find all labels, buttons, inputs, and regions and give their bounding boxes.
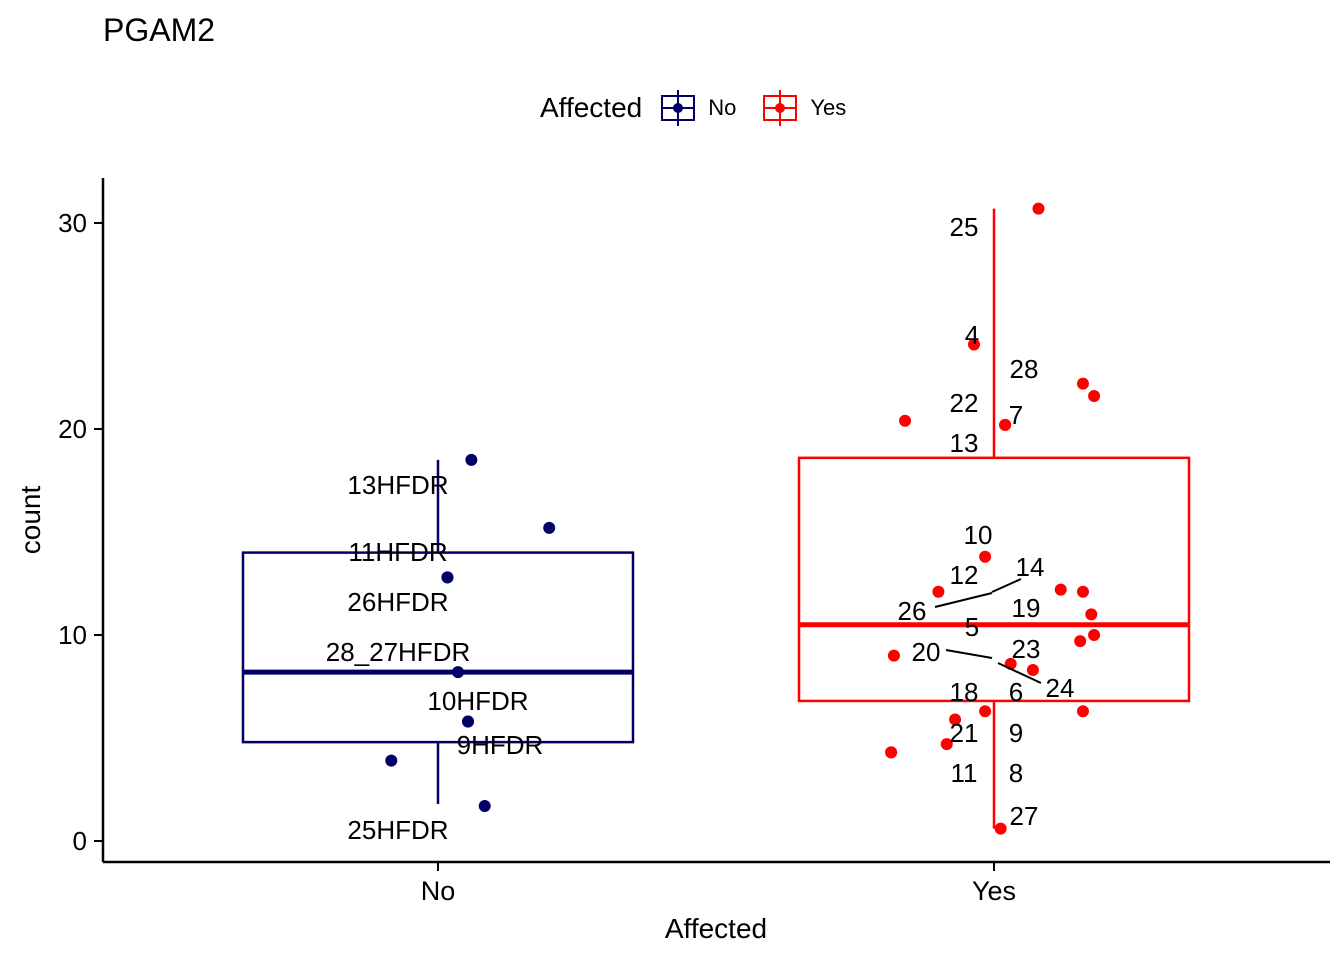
chart-title: PGAM2: [103, 12, 216, 48]
data-point: [979, 705, 992, 718]
legend-label-yes: Yes: [810, 95, 847, 120]
data-point: [1076, 377, 1089, 390]
data-point: [999, 418, 1012, 431]
legend-title: Affected: [540, 92, 643, 123]
label-connector: [934, 592, 993, 608]
data-point: [885, 746, 898, 759]
point-label: 11: [951, 758, 978, 788]
point-label: 24: [1046, 673, 1075, 703]
point-label: 26: [898, 596, 927, 626]
point-label: 12: [950, 560, 979, 590]
point-label: 25: [950, 212, 979, 242]
data-point: [1076, 585, 1089, 598]
point-label: 28_27HFDR: [326, 637, 471, 667]
data-point: [1026, 664, 1039, 677]
point-label: 18: [950, 677, 979, 707]
y-tick-label: 0: [73, 826, 87, 856]
label-connector: [945, 649, 993, 659]
point-label: 19: [1012, 593, 1041, 623]
point-label: 21: [950, 718, 979, 748]
x-tick-label: Yes: [972, 876, 1016, 906]
data-point: [932, 585, 945, 598]
data-point: [478, 799, 491, 812]
data-point: [543, 521, 556, 534]
point-label: 11HFDR: [348, 537, 447, 567]
label-connector: [997, 662, 1042, 684]
point-label: 4: [965, 320, 979, 350]
data-point: [1032, 202, 1045, 215]
point-label: 28: [1010, 354, 1039, 384]
data-point: [1085, 608, 1098, 621]
y-tick-label: 30: [58, 208, 87, 238]
box-group-no: 13HFDR 11HFDR 26HFDR 28_27HFDR 10HFDR 9HFDR 25…: [241, 453, 635, 845]
point-label: 22: [950, 388, 979, 418]
point-label: 25HFDR: [347, 815, 448, 845]
data-point: [1088, 390, 1101, 403]
point-label: 6: [1009, 677, 1023, 707]
box: [797, 456, 1191, 703]
data-point: [1074, 635, 1087, 648]
point-label: 9HFDR: [457, 730, 544, 760]
legend-key-yes: [763, 90, 798, 126]
point-label: 14: [1016, 552, 1045, 582]
data-point: [465, 453, 478, 466]
data-point: [979, 550, 992, 563]
point-label: 23: [1012, 634, 1041, 664]
data-point: [1054, 583, 1067, 596]
data-point: [967, 338, 980, 351]
legend-key-no: [661, 90, 696, 126]
point-label: 10: [964, 520, 993, 550]
legend: Affected No Yes: [540, 88, 860, 128]
point-label: 13HFDR: [347, 470, 448, 500]
data-point: [940, 738, 953, 751]
y-tick-label: 20: [58, 414, 87, 444]
point-label: 27: [1010, 801, 1039, 831]
point-label: 7: [1009, 400, 1023, 430]
label-connector: [991, 578, 1022, 593]
point-label: 13: [950, 428, 979, 458]
point-label: 9: [1009, 718, 1023, 748]
point-label: 20: [912, 637, 941, 667]
box: [241, 551, 635, 744]
data-point: [949, 713, 962, 726]
data-point: [462, 715, 475, 728]
x-tick-label: No: [421, 876, 456, 906]
data-point: [899, 414, 912, 427]
point-label: 10HFDR: [427, 686, 528, 716]
legend-label-no: No: [708, 95, 737, 120]
data-point: [441, 571, 454, 584]
y-tick-label: 10: [58, 620, 87, 650]
data-point: [994, 822, 1007, 835]
data-point: [385, 754, 398, 767]
data-point: [1088, 629, 1101, 641]
point-label: 8: [1009, 758, 1023, 788]
point-label: 26HFDR: [347, 587, 448, 617]
point-label: 5: [965, 612, 979, 642]
data-point: [887, 649, 900, 662]
y-axis-title: count: [15, 486, 46, 555]
x-axis-title: Affected: [665, 913, 767, 944]
data-point: [1076, 705, 1089, 718]
data-point: [452, 666, 465, 679]
